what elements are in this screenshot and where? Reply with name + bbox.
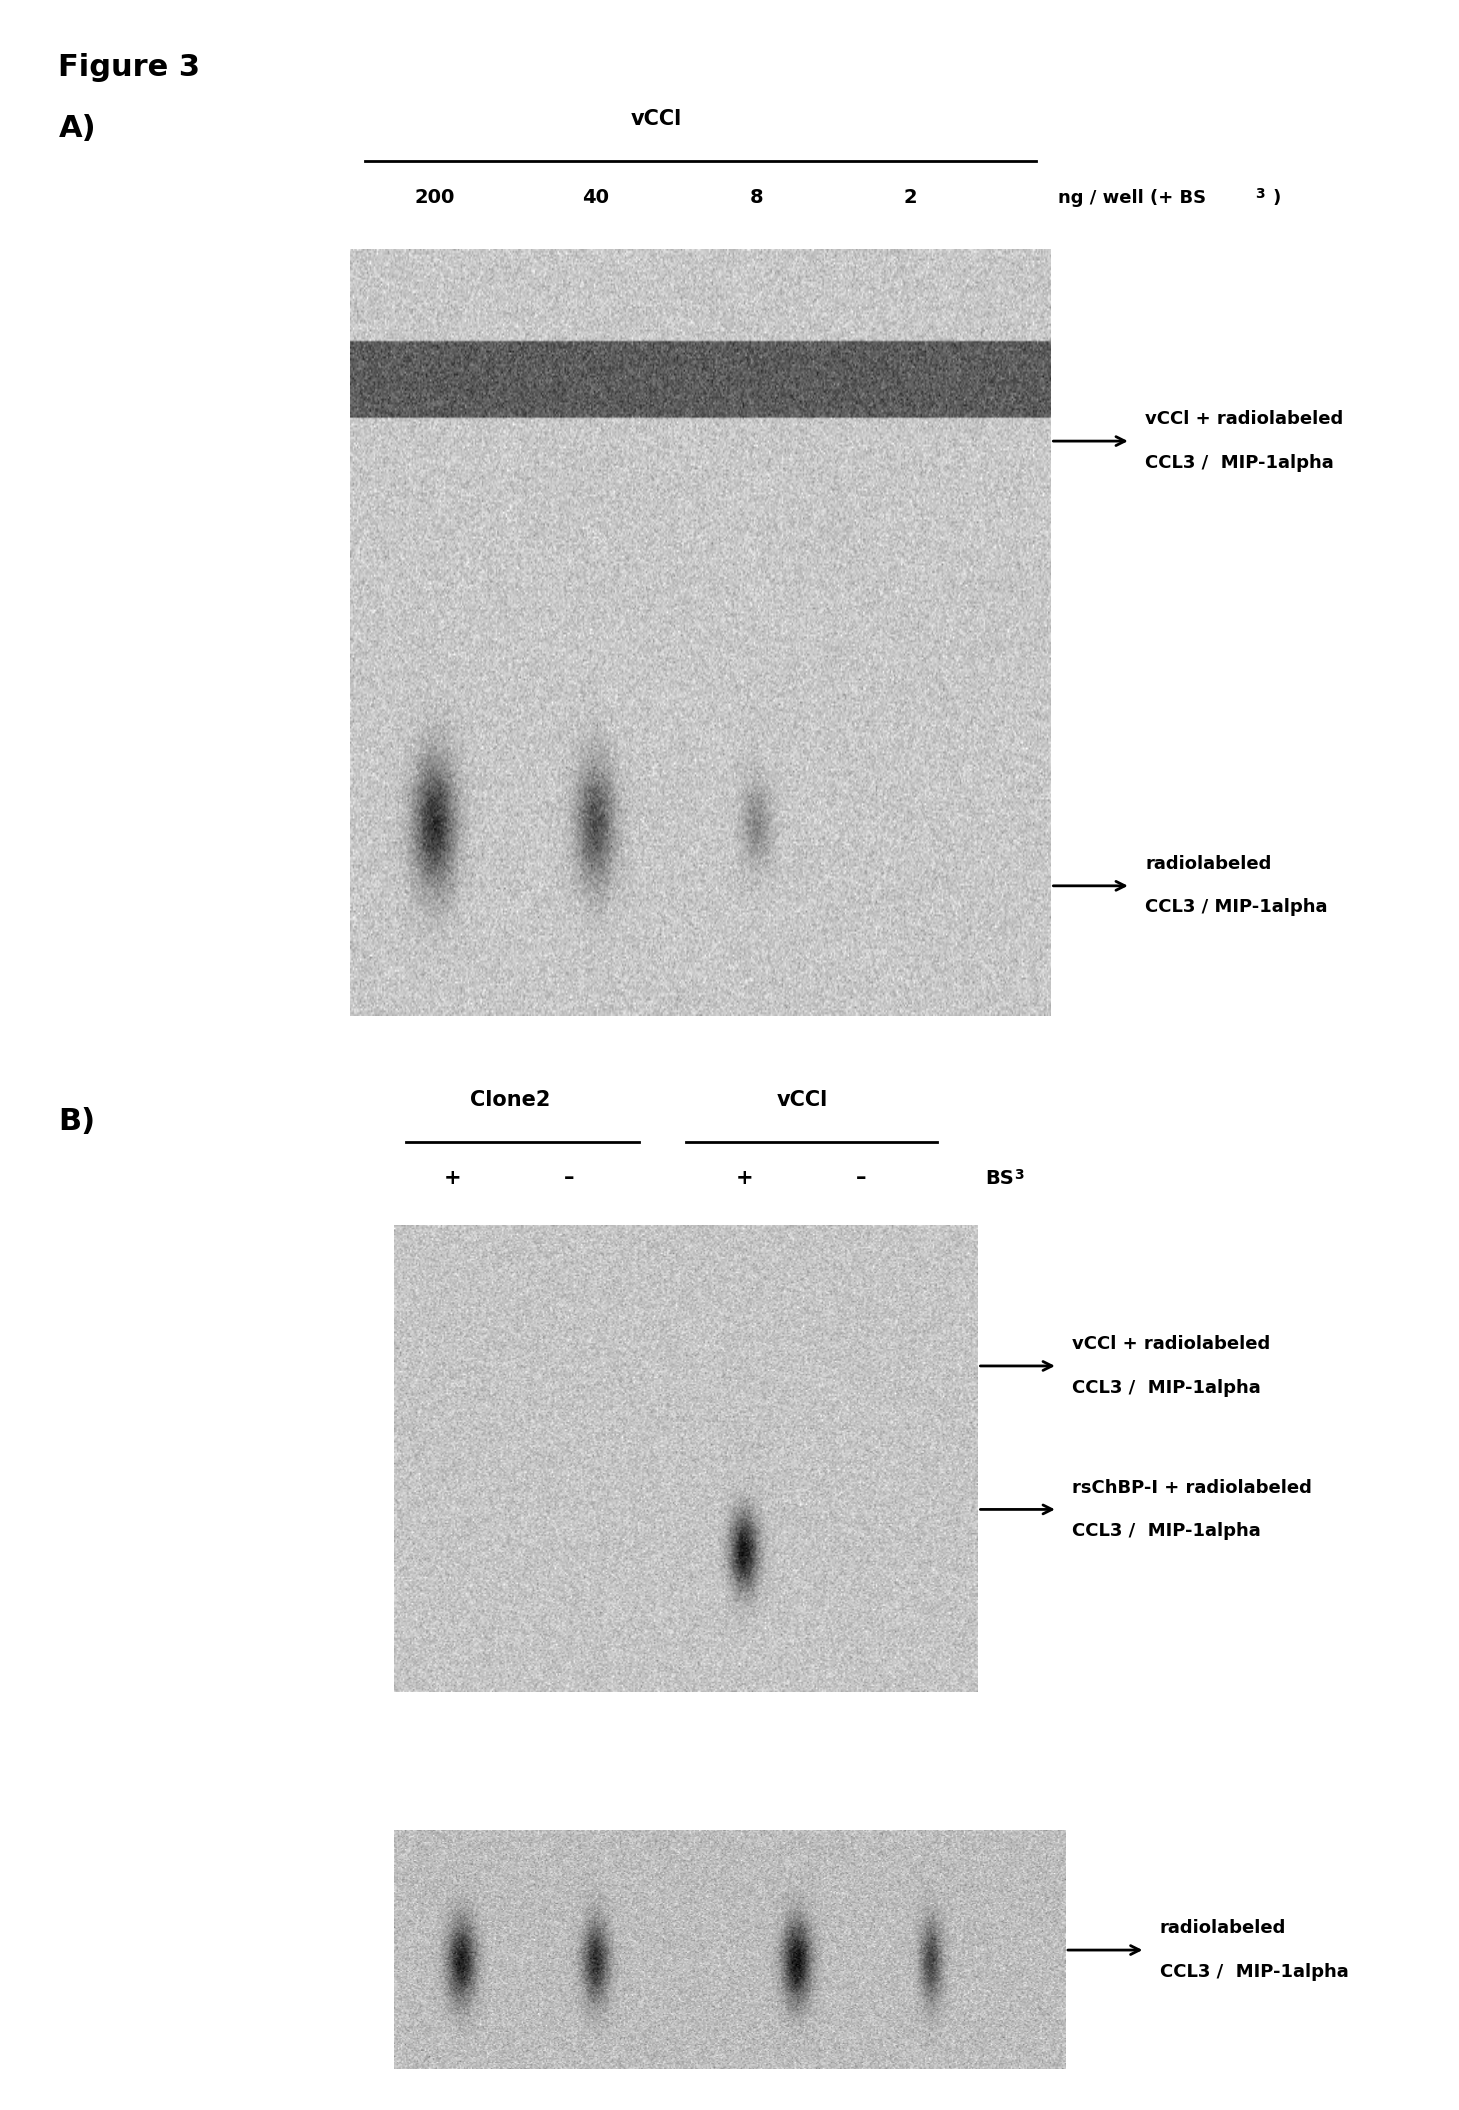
Text: ng / well (+ BS: ng / well (+ BS: [1058, 190, 1207, 207]
Text: 2: 2: [903, 188, 918, 207]
Text: 3: 3: [1014, 1167, 1024, 1182]
Text: radiolabeled: radiolabeled: [1145, 855, 1272, 874]
Text: ): ): [1272, 190, 1281, 207]
Text: BS: BS: [985, 1169, 1014, 1188]
Text: –: –: [855, 1169, 867, 1188]
Text: +: +: [735, 1169, 753, 1188]
Text: Clone2: Clone2: [470, 1091, 552, 1110]
Text: +: +: [444, 1169, 461, 1188]
Text: B): B): [58, 1108, 95, 1135]
Text: vCCl: vCCl: [776, 1091, 829, 1110]
Text: 40: 40: [582, 188, 608, 207]
Text: radiolabeled: radiolabeled: [1160, 1920, 1287, 1937]
Text: CCL3 /  MIP-1alpha: CCL3 / MIP-1alpha: [1145, 454, 1334, 473]
Text: 8: 8: [750, 188, 763, 207]
Text: CCL3 /  MIP-1alpha: CCL3 / MIP-1alpha: [1072, 1378, 1261, 1397]
Text: –: –: [563, 1169, 575, 1188]
Text: 200: 200: [414, 188, 454, 207]
Text: CCL3 / MIP-1alpha: CCL3 / MIP-1alpha: [1145, 899, 1328, 916]
Text: Figure 3: Figure 3: [58, 53, 200, 82]
Text: vCCl + radiolabeled: vCCl + radiolabeled: [1072, 1336, 1271, 1353]
Text: CCL3 /  MIP-1alpha: CCL3 / MIP-1alpha: [1072, 1521, 1261, 1540]
Text: 3: 3: [1255, 188, 1265, 200]
Text: rsChBP-I + radiolabeled: rsChBP-I + radiolabeled: [1072, 1479, 1312, 1496]
Text: CCL3 /  MIP-1alpha: CCL3 / MIP-1alpha: [1160, 1962, 1348, 1981]
Text: A): A): [58, 114, 96, 143]
Text: vCCl: vCCl: [630, 110, 683, 129]
Text: vCCl + radiolabeled: vCCl + radiolabeled: [1145, 411, 1344, 428]
